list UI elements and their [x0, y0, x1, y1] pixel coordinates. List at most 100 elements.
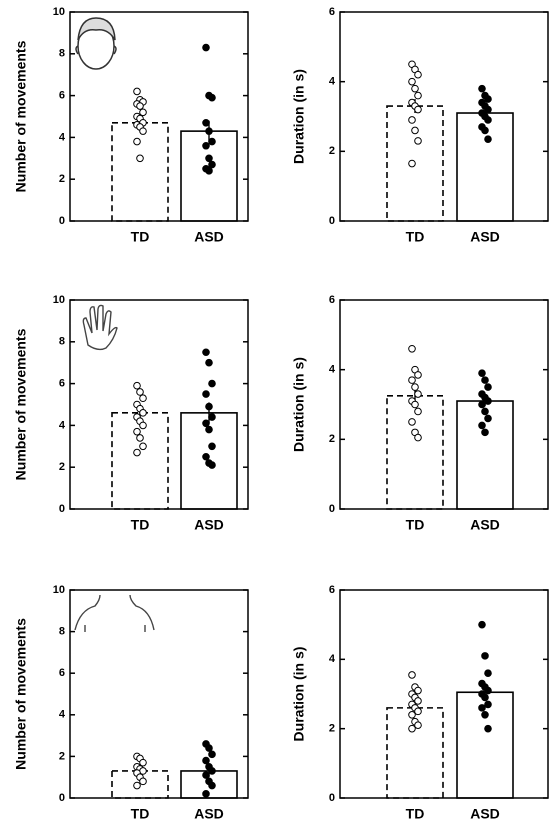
data-point	[139, 394, 147, 403]
y-tick-label: 6	[59, 667, 65, 679]
y-tick-label: 10	[53, 584, 65, 596]
axes-frame	[339, 299, 549, 510]
data-point	[136, 434, 144, 442]
data-point	[408, 711, 416, 719]
data-point	[481, 652, 489, 660]
data-point	[408, 116, 416, 124]
data-point	[408, 344, 416, 353]
data-point	[205, 402, 213, 411]
data-point	[139, 409, 147, 417]
data-point	[478, 704, 486, 712]
x-tick-label: ASD	[470, 517, 500, 533]
data-point	[408, 159, 416, 168]
data-point	[208, 781, 216, 790]
data-point	[205, 744, 213, 752]
y-tick-label: 0	[59, 792, 65, 804]
data-point	[202, 43, 210, 52]
data-point	[484, 95, 492, 103]
y-tick-label: 10	[53, 294, 65, 306]
x-tick-label: ASD	[470, 806, 500, 822]
y-tick-label: 8	[59, 336, 65, 348]
data-point	[208, 93, 216, 102]
y-axis-label: Duration (in s)	[291, 357, 307, 452]
y-tick-label: 0	[329, 792, 335, 804]
data-point	[208, 442, 216, 451]
y-tick-label: 6	[59, 378, 65, 390]
data-point	[414, 407, 422, 416]
x-tick-label: TD	[131, 517, 150, 533]
data-point	[205, 425, 213, 434]
axes-frame	[69, 299, 249, 510]
data-point	[408, 724, 416, 733]
data-point	[202, 118, 210, 127]
x-tick-label: ASD	[194, 806, 224, 822]
data-point	[484, 105, 492, 114]
data-point	[414, 707, 422, 716]
axes-frame	[69, 11, 249, 222]
y-tick-label: 2	[59, 750, 65, 762]
shoulders-icon	[74, 594, 155, 632]
data-point	[414, 137, 422, 145]
data-point	[139, 777, 147, 786]
data-point	[481, 126, 489, 135]
data-point	[478, 84, 486, 93]
data-point	[139, 442, 147, 451]
data-point	[208, 413, 216, 421]
y-axis-label: Duration (in s)	[291, 69, 307, 164]
x-tick-label: TD	[406, 229, 425, 245]
data-point	[414, 686, 422, 695]
data-point	[133, 87, 141, 96]
data-point	[411, 84, 419, 93]
data-point	[136, 154, 144, 163]
data-point	[478, 369, 486, 377]
panel: 0 2 4 6 Duration (in s) TD ASD	[291, 294, 549, 533]
axes-frame	[339, 589, 549, 799]
y-tick-label: 2	[329, 145, 335, 157]
data-point	[408, 671, 416, 679]
data-point	[133, 427, 141, 436]
x-tick-label: ASD	[194, 517, 224, 533]
data-point	[414, 433, 422, 442]
y-tick-label: 4	[329, 653, 336, 665]
head-icon	[75, 17, 117, 70]
bar	[111, 121, 169, 222]
y-tick-label: 2	[329, 433, 335, 445]
data-point	[202, 452, 210, 461]
data-point	[139, 758, 147, 767]
data-point	[414, 721, 422, 730]
data-point	[133, 137, 141, 146]
data-point	[414, 371, 422, 379]
y-tick-label: 4	[59, 131, 66, 143]
data-point	[208, 767, 216, 775]
data-point	[136, 102, 144, 110]
data-point	[481, 407, 489, 416]
data-point	[484, 383, 492, 391]
data-point	[414, 70, 422, 79]
x-tick-label: ASD	[470, 229, 500, 245]
data-point	[139, 108, 147, 117]
y-tick-label: 6	[329, 6, 335, 18]
y-tick-label: 6	[59, 90, 65, 102]
axes-frame	[69, 589, 249, 799]
bar	[386, 105, 444, 222]
panel: 0 2 4 6 Duration (in s) TD ASD	[291, 584, 549, 822]
panel: 0 2 4 6 8 10 Number of movements TD ASD	[13, 294, 249, 533]
data-point	[481, 711, 489, 719]
data-point	[136, 388, 144, 396]
x-tick-label: TD	[406, 517, 425, 533]
data-point	[414, 697, 422, 705]
data-point	[414, 105, 422, 114]
data-point	[484, 135, 492, 143]
data-point	[484, 686, 492, 695]
data-point	[205, 167, 213, 175]
data-point	[139, 127, 147, 135]
y-tick-label: 0	[329, 215, 335, 227]
y-tick-label: 6	[329, 294, 335, 306]
data-point	[205, 358, 213, 367]
x-tick-label: ASD	[194, 229, 224, 245]
y-tick-label: 2	[329, 723, 335, 735]
y-tick-label: 8	[59, 48, 65, 60]
data-point	[478, 400, 486, 409]
data-point	[133, 781, 141, 790]
